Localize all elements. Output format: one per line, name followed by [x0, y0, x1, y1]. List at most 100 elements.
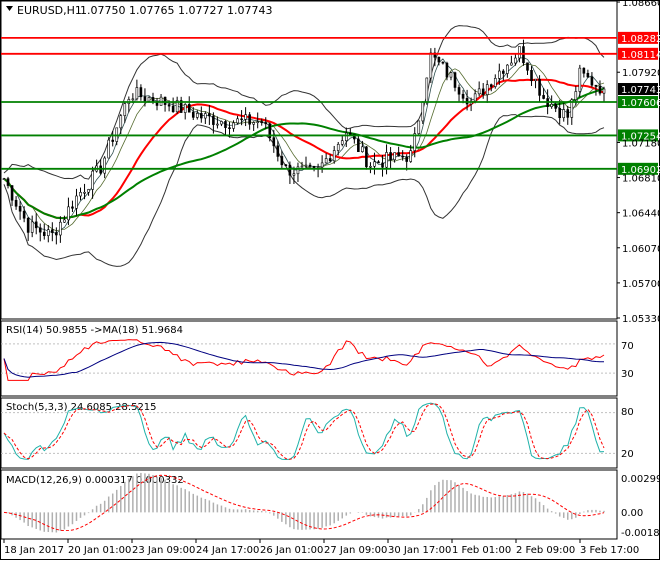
candle-body [489, 84, 493, 87]
candle-body [401, 155, 404, 158]
candle-body [200, 113, 203, 119]
candle-body [578, 67, 582, 92]
level-label: 1.06902 [621, 165, 660, 176]
candle-body [312, 166, 316, 169]
ma-8-line [3, 63, 605, 232]
candle-body [385, 152, 388, 168]
rsi-panel [0, 320, 618, 397]
rsi-title: RSI(14) 50.9855 ->MA(18) 51.9684 [6, 325, 183, 336]
candle-body [260, 121, 264, 123]
candle-body [280, 156, 284, 166]
candle-body [79, 192, 82, 197]
time-tick-label: 30 Jan 17:00 [388, 545, 451, 556]
candle-body [63, 219, 66, 223]
candle-body [308, 164, 312, 167]
candle-body [224, 121, 227, 128]
candle-body [135, 87, 139, 100]
collapse-triangle-icon[interactable] [6, 6, 13, 11]
candle-body [506, 64, 509, 74]
level-label: 1.07254 [621, 131, 660, 142]
candle-body [22, 210, 26, 219]
candle-body [421, 101, 425, 122]
candle-body [276, 145, 280, 157]
stoch-title: Stoch(5,3,3) 24.6085 28.5215 [6, 402, 157, 413]
symbol-title: EURUSD,H1 [17, 4, 82, 17]
candle-body [598, 86, 602, 94]
candle-body [34, 221, 38, 229]
candle-body [163, 96, 167, 105]
ma-slow-line [3, 87, 605, 220]
candle-body [288, 164, 292, 176]
candle-body [119, 115, 123, 129]
candle-body [590, 76, 594, 86]
candlesticks [2, 39, 606, 245]
candle-body [171, 105, 175, 113]
price-tick-label: 1.07180 [622, 138, 660, 149]
candle-body [389, 152, 392, 160]
candle-body [244, 114, 247, 120]
candle-body [405, 156, 408, 162]
current-price-box [618, 83, 658, 96]
candle-body [542, 95, 545, 99]
candle-body [67, 206, 70, 221]
candle-body [59, 221, 62, 236]
candle-body [2, 178, 6, 180]
rsi-lines [1, 339, 617, 381]
candle-body [139, 87, 143, 98]
current-price-label: 1.07743 [621, 85, 660, 96]
level-label: 1.07606 [621, 98, 660, 109]
rsi-line [3, 339, 605, 381]
candle-body [594, 84, 598, 87]
candle-body [437, 56, 441, 63]
candle-body [236, 118, 239, 124]
candle-body [417, 120, 421, 134]
candle-body [208, 113, 211, 117]
candle-body [493, 78, 497, 87]
stoch-level-80: 80 [621, 407, 634, 418]
price-tick-label: 1.08660 [622, 0, 660, 9]
candle-body [457, 87, 461, 95]
candle-body [365, 146, 368, 168]
candle-body [453, 72, 457, 88]
candle-body [397, 152, 400, 157]
candle-body [268, 123, 272, 138]
candle-body [83, 191, 86, 194]
candle-body [349, 132, 352, 135]
candle-body [409, 150, 413, 162]
candle-body [248, 114, 251, 125]
candle-body [320, 162, 324, 168]
stoch-lines [1, 402, 617, 461]
candle-body [502, 70, 505, 74]
candle-body [123, 103, 127, 116]
candle-body [498, 70, 501, 79]
rsi-ma-line [3, 341, 604, 378]
candle-body [212, 115, 215, 125]
price-tick-label: 1.06070 [622, 244, 660, 255]
stoch-signal-line [3, 403, 605, 460]
rsi-level-30: 30 [621, 369, 634, 380]
time-tick-label: 2 Feb 09:00 [516, 545, 575, 556]
candle-body [554, 103, 557, 109]
price-panel [0, 0, 618, 320]
candle-body [30, 221, 34, 233]
macd-title: MACD(12,26,9) 0.000317 0.000332 [6, 475, 184, 486]
candle-body [526, 62, 529, 71]
candle-body [373, 161, 376, 167]
candle-body [582, 67, 586, 74]
candle-body [381, 162, 384, 168]
candle-body [413, 133, 417, 151]
level-label-box [618, 96, 658, 109]
candle-body [369, 165, 372, 168]
candle-body [586, 72, 590, 78]
time-tick-label: 23 Jan 09:00 [132, 545, 195, 556]
level-label: 1.08114 [621, 50, 660, 61]
candle-body [55, 232, 58, 236]
candle-body [38, 227, 42, 233]
candle-body [187, 104, 191, 113]
candle-body [530, 69, 533, 82]
candle-body [51, 229, 54, 233]
time-tick-label: 3 Feb 17:00 [580, 545, 639, 556]
stoch-level-20: 20 [621, 449, 634, 460]
candle-body [111, 139, 115, 142]
candle-body [510, 62, 513, 66]
